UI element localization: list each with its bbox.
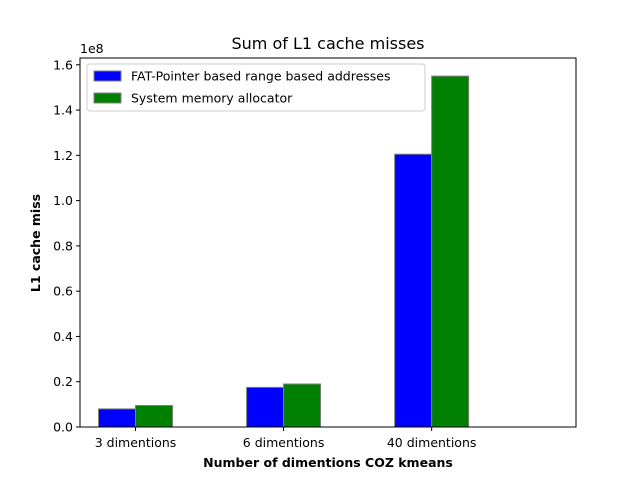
y-tick-label: 0.4 — [53, 329, 73, 344]
y-tick-label: 1.0 — [53, 193, 73, 208]
bar — [431, 75, 470, 428]
bar — [283, 383, 322, 428]
legend-box — [86, 63, 426, 112]
y-tick-label: 1.4 — [53, 103, 73, 118]
x-axis-label: Number of dimentions COZ kmeans — [203, 455, 453, 470]
x-tick-label: 40 dimentions — [387, 435, 477, 450]
bar — [98, 408, 137, 428]
legend-swatch — [93, 70, 122, 82]
legend-label: FAT-Pointer based range based addresses — [131, 69, 391, 84]
chart-title: Sum of L1 cache misses — [231, 34, 424, 53]
legend: FAT-Pointer based range based addresses S… — [86, 63, 426, 112]
plot-area: 0.0 0.2 0.4 0.6 0.8 1.0 1.2 1.4 1.6 3 dimentions 6… — [53, 57, 577, 450]
y-tick-label: 0.6 — [53, 284, 73, 299]
y-tick-label: 0.8 — [53, 238, 73, 253]
x-tick-label: 3 dimentions — [95, 435, 177, 450]
y-tick-label: 0.2 — [53, 374, 73, 389]
y-tick-label: 1.2 — [53, 148, 73, 163]
x-tick-label: 6 dimentions — [243, 435, 325, 450]
plot-frame — [79, 57, 577, 428]
bar — [394, 153, 433, 428]
y-tick-label: 0.0 — [53, 420, 73, 435]
y-offset-label: 1e8 — [80, 41, 104, 56]
bar — [246, 386, 285, 428]
y-axis-label: L1 cache miss — [28, 194, 43, 292]
y-tick-label: 1.6 — [53, 57, 73, 72]
legend-label: System memory allocator — [131, 91, 293, 106]
bar — [135, 404, 174, 428]
legend-swatch — [93, 92, 122, 104]
